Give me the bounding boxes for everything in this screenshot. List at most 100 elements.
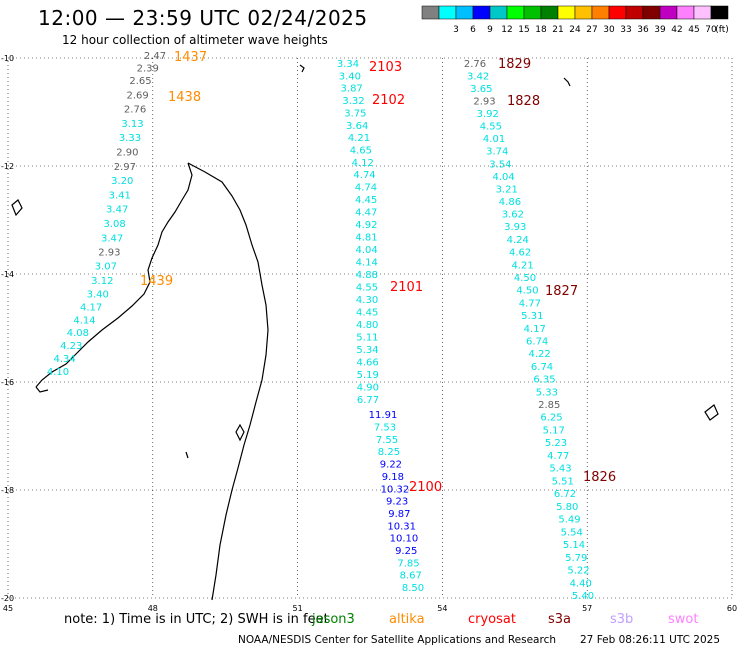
madagascar-south-coast <box>35 386 49 393</box>
lat-tick-label: -14 <box>1 270 14 279</box>
pass-time-label: 1827 <box>545 284 578 299</box>
mauritius-island <box>704 404 719 421</box>
wave-height-value: 2.97 <box>114 162 136 173</box>
small-island <box>185 451 189 459</box>
wave-height-value: 4.22 <box>528 349 550 360</box>
wave-height-value: 8.25 <box>378 447 400 458</box>
axis-labels: 45 48 51 54 57 60 -10 -12 -14 -16 -18 -20 <box>1 54 737 613</box>
wave-height-value: 4.80 <box>356 320 378 331</box>
lat-tick-label: -16 <box>1 378 14 387</box>
wave-height-value: 4.55 <box>356 283 378 294</box>
pass-time-label: 2103 <box>369 60 402 75</box>
wave-height-value: 3.13 <box>121 119 143 130</box>
wave-height-value: 4.01 <box>483 134 505 145</box>
wave-height-value: 3.12 <box>91 276 113 287</box>
wave-height-value: 4.30 <box>356 295 378 306</box>
colorbar-tick-label: 45 <box>688 25 699 35</box>
colorbar-tick-label: 3 <box>453 25 459 35</box>
pass-time-label: 2102 <box>372 93 405 108</box>
wave-height-value: 5.11 <box>356 333 378 344</box>
wave-height-value: 5.43 <box>549 464 571 475</box>
wave-height-value: 3.21 <box>496 184 518 195</box>
lon-tick-label: 60 <box>727 604 737 613</box>
wave-height-value: 4.92 <box>355 220 377 231</box>
map-subtitle: 12 hour collection of altimeter wave hei… <box>62 33 328 47</box>
wave-height-value: 8.67 <box>400 571 422 582</box>
wave-height-value: 2.85 <box>538 400 560 411</box>
wave-height-value: 3.42 <box>467 72 489 83</box>
wave-height-value: 5.49 <box>558 515 580 526</box>
colorbar-tick-label: 42 <box>671 25 682 35</box>
wave-height-value: 2.65 <box>129 76 151 87</box>
nosy-be-island <box>11 199 23 217</box>
lon-tick-label: 57 <box>582 604 592 613</box>
footer-timestamp: 27 Feb 08:26:11 UTC 2025 <box>580 634 720 646</box>
wave-height-value: 9.22 <box>380 460 402 471</box>
lat-tick-label: -20 <box>1 594 14 603</box>
wave-height-value: 9.87 <box>388 509 410 520</box>
wave-height-value: 5.14 <box>563 540 585 551</box>
wave-height-value: 5.17 <box>543 425 565 436</box>
wave-height-value: 4.86 <box>499 197 521 208</box>
wave-height-value: 3.40 <box>87 289 109 300</box>
wave-height-value: 4.45 <box>355 195 377 206</box>
lat-lon-grid <box>7 57 733 599</box>
colorbar-tick-label: 6 <box>470 25 476 35</box>
reunion-island <box>235 423 245 442</box>
legend-s3b: s3b <box>610 612 634 627</box>
wave-height-value: 3.07 <box>95 262 117 273</box>
wave-height-value: 3.34 <box>337 59 359 70</box>
lat-tick-label: -10 <box>1 54 14 63</box>
wave-height-value: 5.23 <box>545 438 567 449</box>
footer-credit: NOAA/NESDIS Center for Satellite Applica… <box>238 634 556 646</box>
colorbar-tick-label: 30 <box>603 25 615 35</box>
wave-height-value: 4.65 <box>350 146 372 157</box>
lon-tick-label: 54 <box>437 604 447 613</box>
wave-height-value: 5.40 <box>572 591 594 602</box>
colorbar-tick-label: 36 <box>637 25 649 35</box>
wave-height-value: 10.32 <box>381 484 410 495</box>
pass-time-label: 1437 <box>174 50 207 65</box>
wave-height-value: 4.90 <box>357 383 379 394</box>
wave-height-value: 4.45 <box>356 308 378 319</box>
wave-height-value: 2.93 <box>98 248 120 259</box>
wave-height-value: 6.25 <box>540 413 562 424</box>
wave-height-value: 5.33 <box>536 387 558 398</box>
lat-tick-label: -18 <box>1 486 14 495</box>
wave-height-value: 4.77 <box>519 298 541 309</box>
wave-height-value: 4.66 <box>357 358 379 369</box>
wave-height-value: 2.69 <box>126 90 148 101</box>
lon-tick-label: 45 <box>3 604 13 613</box>
wave-height-value: 4.77 <box>547 451 569 462</box>
legend-altika: altika <box>389 612 425 627</box>
altimeter-tracks: 2.47 2.392.65 2.69 2.76 3.13 3.33 2.90 2.97 3.20… <box>47 50 616 602</box>
legend-swot: swot <box>668 612 699 627</box>
legend-cryosat: cryosat <box>468 612 516 627</box>
legend-jason3: jason3 <box>312 612 355 627</box>
colorbar-tick-label: 9 <box>487 25 493 35</box>
legend-s3a: s3a <box>548 612 572 627</box>
wave-height-value: 4.62 <box>509 248 531 259</box>
wave-height-value: 10.10 <box>390 534 419 545</box>
wave-height-value: 9.25 <box>395 546 417 557</box>
wave-height-value: 5.19 <box>357 370 379 381</box>
pass-time-label: 1438 <box>168 90 201 105</box>
wave-height-value: 4.55 <box>480 122 502 133</box>
wave-height-value: 4.47 <box>355 208 377 219</box>
wave-height-value: 3.65 <box>470 84 492 95</box>
wave-height-value: 6.74 <box>526 336 548 347</box>
wave-height-value: 5.54 <box>561 527 583 538</box>
wave-height-value: 4.74 <box>355 183 377 194</box>
wave-height-value: 5.51 <box>552 476 574 487</box>
colorbar-tick-label: 33 <box>620 25 631 35</box>
wave-height-value: 2.39 <box>137 64 159 75</box>
wave-height-value: 2.47 <box>144 51 166 62</box>
wave-height-value: 3.41 <box>109 190 131 201</box>
colorbar-tick-label: 27 <box>586 25 597 35</box>
wave-height-value: 7.53 <box>374 422 396 433</box>
wave-height-value: 3.32 <box>342 96 364 107</box>
agalega-island <box>563 77 571 87</box>
wave-height-value: 4.04 <box>492 172 514 183</box>
wave-height-value: 3.74 <box>486 147 508 158</box>
